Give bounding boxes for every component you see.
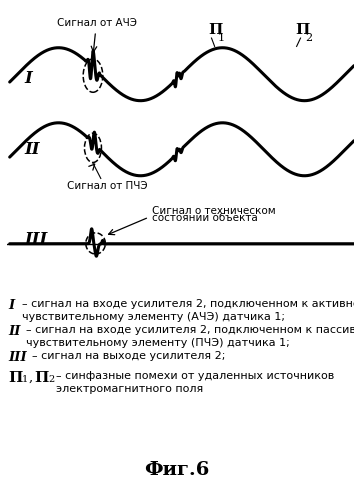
Text: III: III (24, 232, 47, 249)
Text: ,: , (29, 371, 33, 384)
Text: П: П (208, 22, 222, 37)
Text: Фиг.6: Фиг.6 (144, 461, 210, 479)
Text: состоянии объекта: состоянии объекта (152, 213, 257, 223)
Text: П: П (34, 371, 48, 385)
Text: П: П (295, 22, 310, 37)
Text: чувствительному элементу (АЧЭ) датчика 1;: чувствительному элементу (АЧЭ) датчика 1… (22, 311, 285, 321)
Text: I: I (8, 298, 14, 311)
Text: П: П (8, 371, 22, 385)
Text: – сигнал на входе усилителя 2, подключенном к активному: – сигнал на входе усилителя 2, подключен… (22, 298, 354, 308)
Text: чувствительному элементу (ПЧЭ) датчика 1;: чувствительному элементу (ПЧЭ) датчика 1… (26, 338, 290, 348)
Text: 1: 1 (218, 33, 225, 43)
Text: III: III (8, 351, 27, 364)
Text: 2: 2 (48, 375, 54, 384)
Text: 2: 2 (305, 33, 312, 43)
Text: 1: 1 (22, 375, 28, 384)
Text: II: II (8, 324, 21, 337)
Text: – сигнал на входе усилителя 2, подключенном к пассивному: – сигнал на входе усилителя 2, подключен… (26, 324, 354, 334)
Text: – синфазные помехи от удаленных источников: – синфазные помехи от удаленных источник… (56, 371, 334, 381)
Text: II: II (24, 141, 40, 158)
Text: Сигнал о техническом: Сигнал о техническом (152, 206, 275, 216)
Text: – сигнал на выходе усилителя 2;: – сигнал на выходе усилителя 2; (32, 351, 225, 361)
Text: Сигнал от АЧЭ: Сигнал от АЧЭ (57, 18, 137, 28)
Text: электромагнитного поля: электромагнитного поля (56, 384, 203, 394)
Text: I: I (24, 70, 32, 87)
Text: Сигнал от ПЧЭ: Сигнал от ПЧЭ (67, 181, 148, 191)
